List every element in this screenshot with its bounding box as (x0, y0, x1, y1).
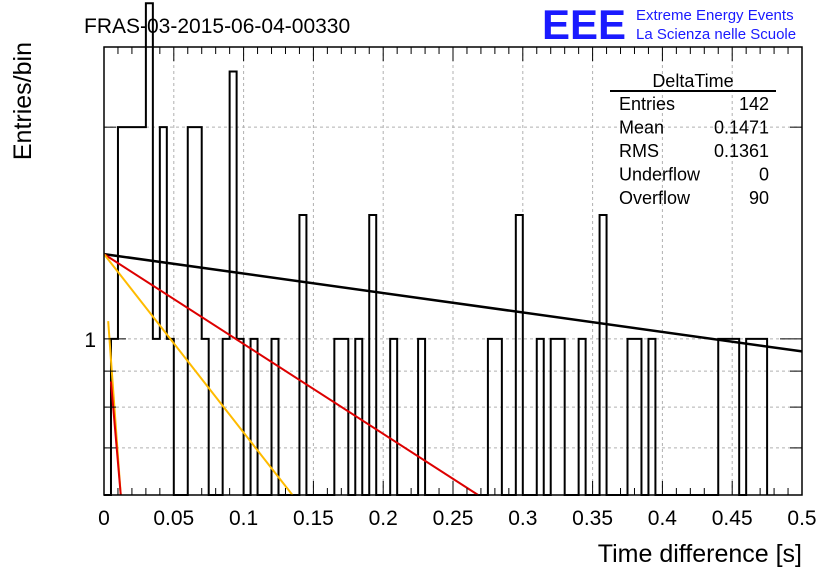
x-tick-label: 0 (98, 507, 110, 530)
x-tick-label: 0.2 (369, 507, 398, 530)
fit-lines (103, 252, 803, 496)
fit-line-1 (103, 253, 479, 496)
stats-label: Underflow (619, 165, 701, 185)
logo: EEE Extreme Energy Events La Scienza nel… (542, 1, 796, 48)
histogram-series (104, 2, 769, 496)
y-tick-label: 1 (84, 329, 96, 352)
chart-title: FRAS-03-2015-06-04-00330 (84, 15, 350, 38)
logo-eee: EEE (542, 1, 626, 48)
stats-title: DeltaTime (652, 71, 733, 91)
logo-line2: La Scienza nelle Scuole (636, 26, 796, 43)
stats-value: 0.1361 (714, 141, 769, 161)
x-tick-label: 0.5 (787, 507, 816, 530)
fit-line-4 (109, 381, 122, 496)
x-tick-label: 0.35 (572, 507, 613, 530)
x-tick-label: 0.3 (508, 507, 537, 530)
x-tick-label: 0.15 (293, 507, 334, 530)
x-tick-label: 0.25 (433, 507, 474, 530)
axis-ticks: 0 0.05 0.1 0.15 0.2 0.25 0.3 0.35 0.4 0.45 0.5 1 (84, 47, 817, 530)
stats-value: 90 (749, 188, 769, 208)
x-tick-label: 0.4 (648, 507, 678, 530)
stats-value: 142 (739, 94, 769, 114)
stats-label: Overflow (619, 188, 691, 208)
x-axis-label: Time difference [s] (598, 540, 802, 568)
y-axis-label: Entries/bin (9, 42, 37, 160)
stats-label: Entries (619, 94, 675, 114)
stats-label: RMS (619, 141, 659, 161)
x-tick-label: 0.05 (153, 507, 194, 530)
histogram-line (104, 2, 769, 496)
x-tick-label: 0.1 (229, 507, 258, 530)
logo-line1: Extreme Energy Events (636, 7, 794, 24)
stats-value: 0.1471 (714, 118, 769, 138)
stats-value: 0 (759, 165, 769, 185)
stats-box: DeltaTime Entries 142 Mean 0.1471 RMS 0.1361 U… (610, 71, 776, 208)
fit-line-0 (103, 252, 803, 353)
fit-line-2 (103, 253, 294, 496)
x-tick-label: 0.45 (712, 507, 753, 530)
stats-label: Mean (619, 118, 664, 138)
